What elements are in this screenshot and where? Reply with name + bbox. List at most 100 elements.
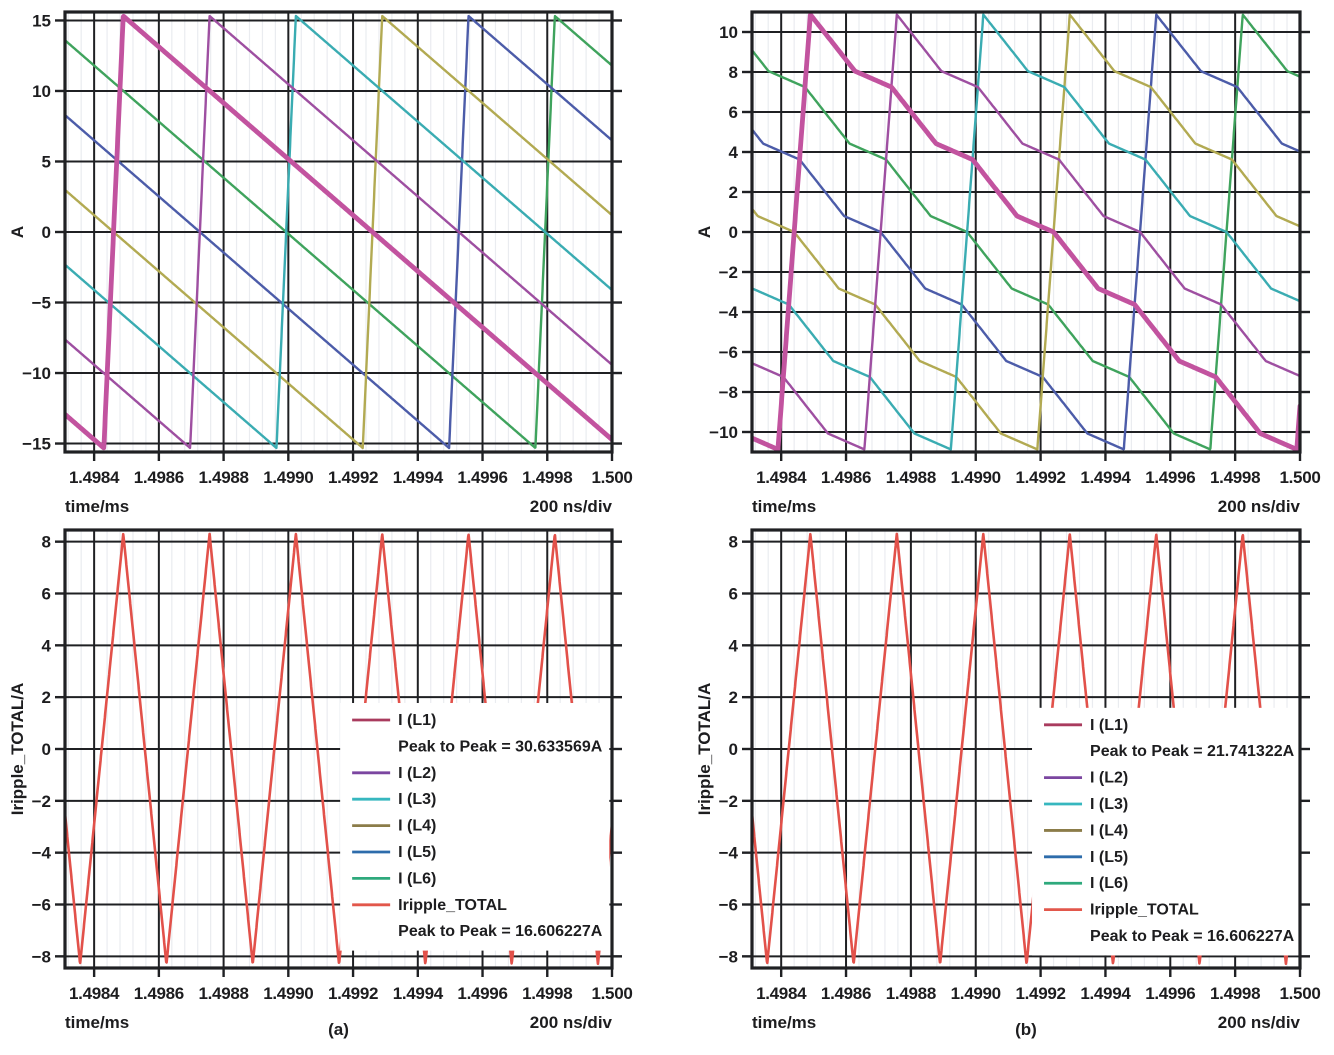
- x-axis-label-right: 200 ns/div: [530, 1013, 613, 1032]
- x-tick-label: 1.500: [591, 468, 632, 487]
- total-ripple-b-plot: I (L1) Peak to Peak = 21.741322A I (L2) I (…: [695, 528, 1321, 1032]
- legend-label: I (L5): [398, 844, 436, 861]
- series-I(L4): [65, 14, 612, 450]
- x-axis-label-left: time/ms: [65, 1013, 129, 1032]
- x-tick-label: 1.4986: [821, 984, 871, 1003]
- chart-b-phase-currents: 10 8 6 4 2 0 −2 −4 −6 −8 −10 1.4984 1.4986 1.4988 1.49…: [687, 0, 1334, 544]
- x-axis-label-right: 200 ns/div: [530, 497, 613, 516]
- x-axis-label-right: 200 ns/div: [1218, 1013, 1301, 1032]
- series-I(L5): [752, 13, 1300, 451]
- x-tick-label: 1.4998: [522, 984, 572, 1003]
- y-tick-label: 2: [729, 183, 738, 202]
- y-tick-label: 8: [42, 533, 51, 552]
- y-tick-label: 4: [729, 636, 739, 655]
- x-tick-label: 1.4988: [886, 984, 936, 1003]
- legend-peak-to-peak: Peak to Peak = 16.606227A: [1090, 928, 1295, 945]
- y-tick-label: −15: [22, 435, 51, 454]
- x-axis-label-left: time/ms: [752, 1013, 816, 1032]
- x-tick-label: 1.4984: [69, 468, 120, 487]
- x-tick-label: 1.4988: [198, 468, 248, 487]
- y-tick-label: −10: [709, 423, 738, 442]
- y-tick-label: 6: [729, 103, 738, 122]
- y-tick-label: −8: [719, 947, 738, 966]
- legend-label: I (L2): [398, 765, 436, 782]
- x-tick-label: 1.500: [1279, 468, 1320, 487]
- y-tick-label: −6: [32, 896, 51, 915]
- x-tick-label: 1.4994: [393, 984, 444, 1003]
- y-axis-label: A: [695, 226, 714, 238]
- y-axis-label: A: [8, 226, 27, 238]
- y-tick-label: 6: [729, 584, 738, 603]
- series-I(L4): [752, 13, 1300, 451]
- y-tick-label: −4: [719, 303, 739, 322]
- series-I(L6): [65, 14, 612, 449]
- chart-b-total-ripple: I (L1) Peak to Peak = 21.741322A I (L2) I (…: [687, 518, 1334, 1055]
- chart-a-phase-currents: 15 10 5 0 −5 −10 −15 1.4984 1.4986 1.4988 1.4990 1.…: [0, 0, 646, 544]
- x-tick-label: 1.4984: [756, 984, 807, 1003]
- series-I(L1): [752, 12, 1300, 452]
- x-tick-label: 1.4996: [457, 468, 507, 487]
- x-tick-label: 1.4992: [328, 984, 378, 1003]
- x-tick-label: 1.4992: [328, 468, 378, 487]
- x-tick-label: 1.4998: [1210, 468, 1260, 487]
- y-tick-label: 0: [42, 740, 51, 759]
- y-tick-label: 2: [729, 688, 738, 707]
- x-tick-label: 1.4994: [1080, 984, 1131, 1003]
- tick-marks: [55, 540, 622, 977]
- legend-peak-to-peak: Peak to Peak = 21.741322A: [1090, 743, 1295, 760]
- legend-peak-to-peak: Peak to Peak = 16.606227A: [398, 923, 603, 940]
- total-ripple-a-plot: I (L1) Peak to Peak = 30.633569A I (L2) I (…: [8, 528, 633, 1032]
- x-tick-label: 1.4990: [951, 468, 1001, 487]
- tick-marks: [742, 30, 1310, 461]
- legend-label: Iripple_TOTAL: [1090, 902, 1199, 919]
- legend-label: Iripple_TOTAL: [398, 897, 507, 914]
- x-tick-label: 1.4986: [134, 984, 184, 1003]
- x-tick-label: 1.4986: [821, 468, 871, 487]
- series-I(L3): [752, 13, 1300, 451]
- legend-label: I (L4): [1090, 822, 1128, 839]
- legend-label: I (L3): [1090, 796, 1128, 813]
- legend-label: I (L2): [1090, 770, 1128, 787]
- x-tick-label: 1.4990: [263, 984, 313, 1003]
- y-tick-label: 4: [42, 636, 52, 655]
- y-tick-label: −10: [22, 364, 51, 383]
- legend-label: I (L1): [1090, 717, 1128, 734]
- y-axis-label: Iripple_TOTAL/A: [695, 683, 714, 816]
- legend-label: I (L3): [398, 791, 436, 808]
- y-tick-label: 2: [42, 688, 51, 707]
- y-tick-label: 10: [32, 82, 51, 101]
- series-I(L2): [65, 14, 612, 450]
- y-tick-label: 8: [729, 63, 738, 82]
- x-axis-label-left: time/ms: [752, 497, 816, 516]
- y-tick-label: −4: [719, 844, 739, 863]
- y-tick-label: −8: [32, 947, 51, 966]
- phase-currents-b-plot: 10 8 6 4 2 0 −2 −4 −6 −8 −10 1.4984 1.4986 1.4988 1.49…: [695, 10, 1321, 516]
- x-axis-label-right: 200 ns/div: [1218, 497, 1301, 516]
- x-tick-label: 1.4996: [1145, 984, 1195, 1003]
- x-tick-label: 1.4988: [886, 468, 936, 487]
- caption-a: (a): [328, 1020, 349, 1039]
- y-tick-label: −2: [719, 263, 738, 282]
- y-tick-label: 0: [42, 223, 51, 242]
- y-tick-label: 5: [42, 152, 51, 171]
- tick-marks: [742, 540, 1310, 977]
- y-tick-label: −2: [719, 792, 738, 811]
- y-tick-label: −5: [32, 294, 51, 313]
- x-tick-label: 1.4996: [457, 984, 507, 1003]
- series-I(L2): [752, 13, 1300, 451]
- phase-currents-a-plot: 15 10 5 0 −5 −10 −15 1.4984 1.4986 1.4988 1.4990 1.…: [8, 10, 633, 516]
- x-tick-label: 1.4990: [263, 468, 313, 487]
- legend: I (L1) Peak to Peak = 21.741322A I (L2) I (…: [1032, 707, 1299, 956]
- x-axis-label-left: time/ms: [65, 497, 129, 516]
- major-gridlines: [65, 12, 613, 452]
- x-tick-label: 1.4998: [522, 468, 572, 487]
- x-tick-label: 1.4990: [951, 984, 1001, 1003]
- legend-label: I (L6): [1090, 875, 1128, 892]
- y-tick-label: −6: [719, 343, 738, 362]
- legend-label: I (L5): [1090, 849, 1128, 866]
- series-I(L3): [65, 14, 612, 450]
- y-tick-label: −8: [719, 383, 738, 402]
- legend-label: I (L1): [398, 712, 436, 729]
- legend-label: I (L6): [398, 870, 436, 887]
